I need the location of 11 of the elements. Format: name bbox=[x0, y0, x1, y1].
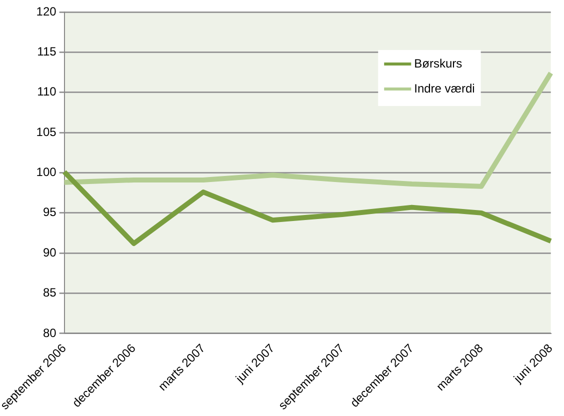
y-tick-label: 115 bbox=[37, 44, 57, 58]
y-tick-label: 120 bbox=[36, 4, 57, 18]
y-tick-label: 110 bbox=[37, 84, 57, 99]
y-tick-label: 105 bbox=[36, 124, 57, 139]
y-tick-label: 80 bbox=[42, 326, 57, 340]
y-tick-label: 100 bbox=[36, 165, 57, 180]
legend-label: Indre værdi bbox=[414, 81, 475, 96]
legend-label: Børskurs bbox=[414, 56, 462, 70]
y-tick-label: 85 bbox=[42, 286, 57, 300]
y-tick-label: 95 bbox=[42, 205, 57, 220]
y-tick-label: 90 bbox=[42, 245, 57, 260]
